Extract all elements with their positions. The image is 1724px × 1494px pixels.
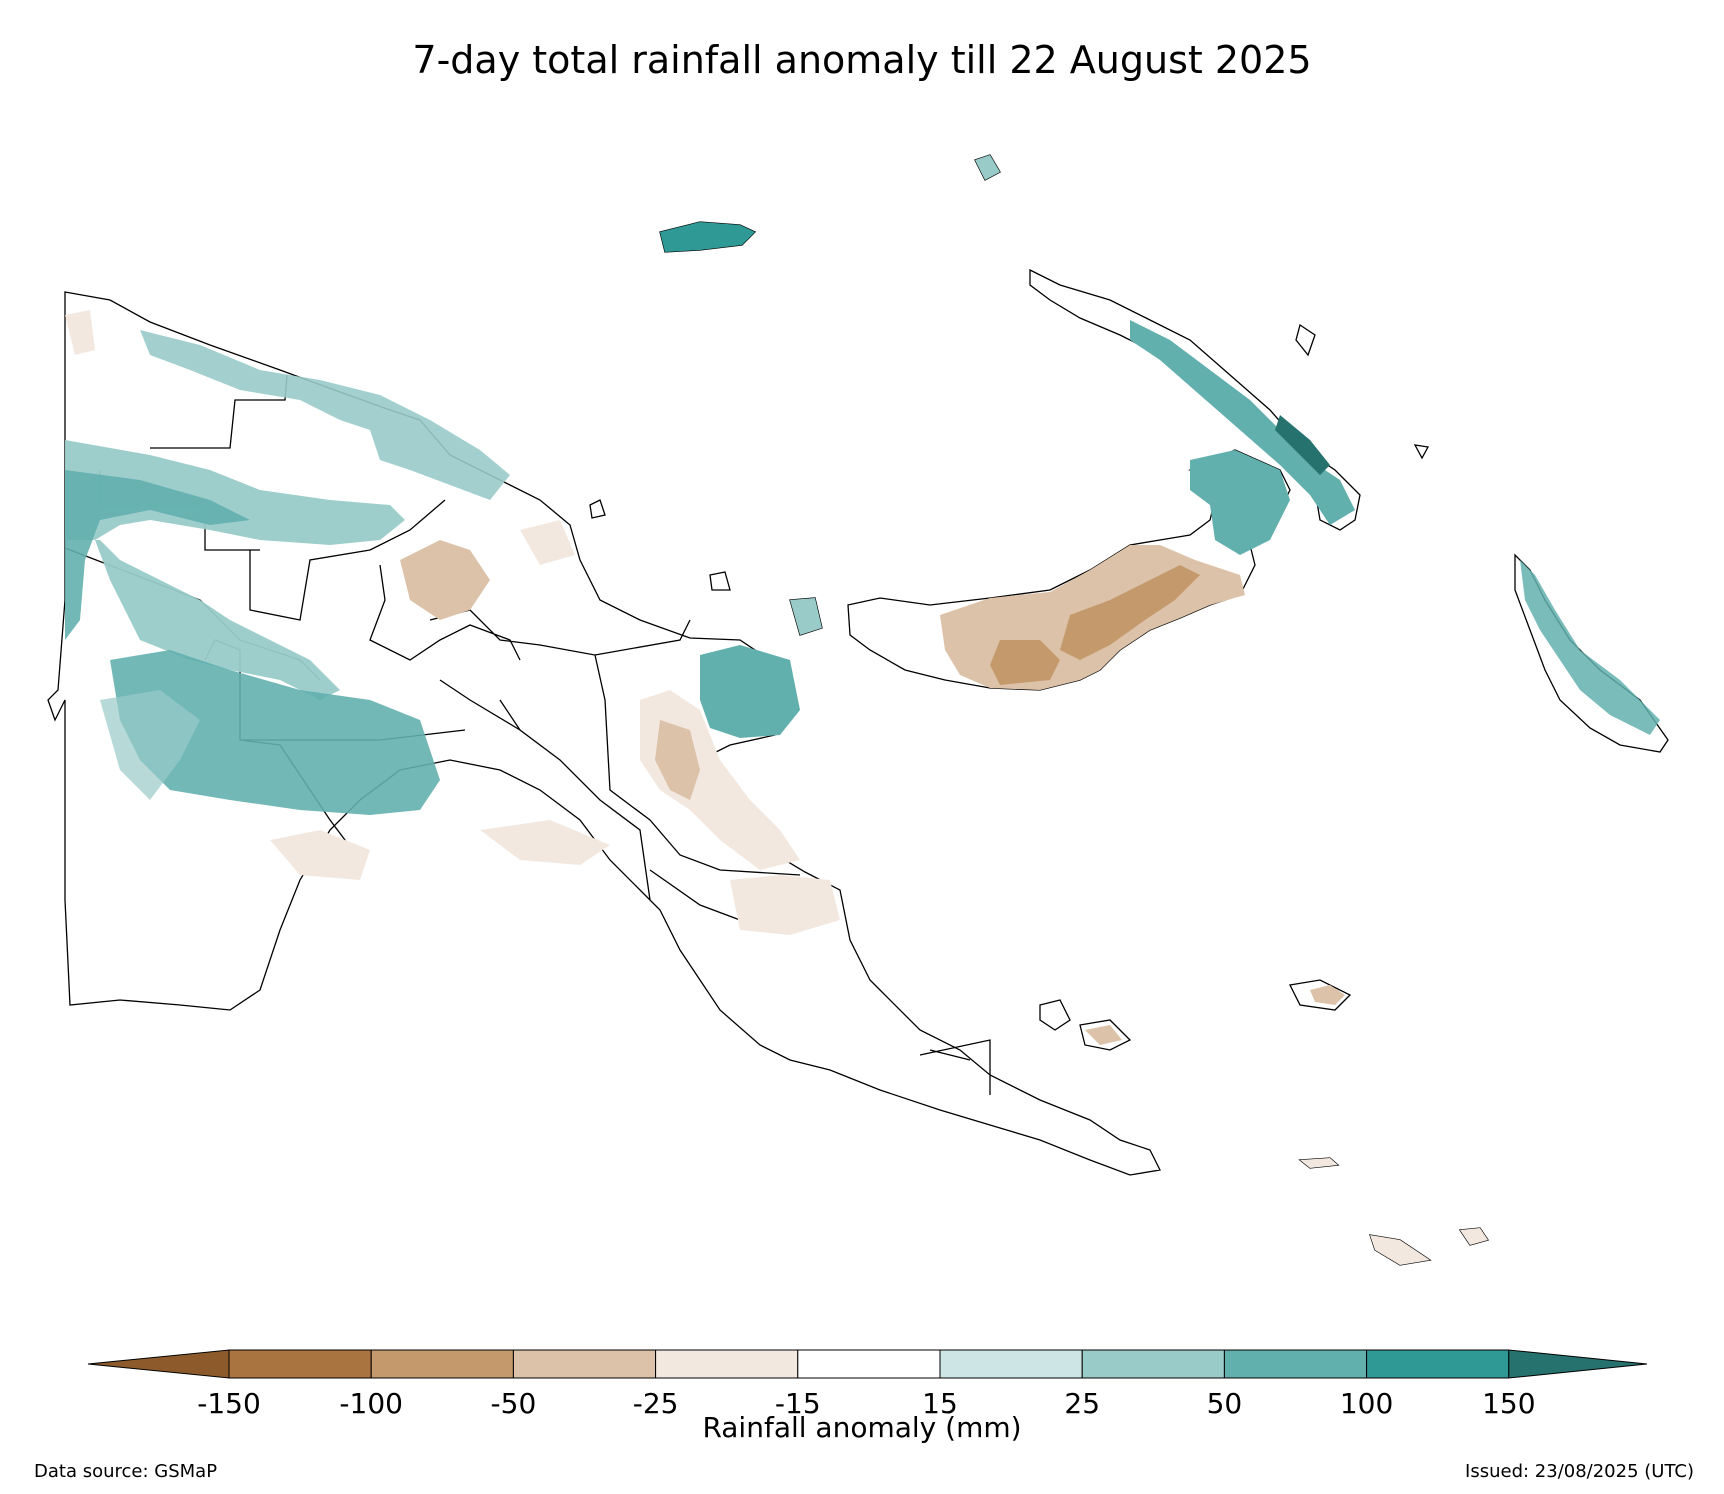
data-source-note: Data source: GSMaP [34,1461,218,1482]
dry-zone-gulf [270,820,610,880]
colorbar-tick-label: -150 [197,1387,261,1420]
wet-zone-mussau [975,155,1000,180]
map-title: 7-day total rainfall anomaly till 22 Aug… [412,38,1312,82]
colorbar-segment [1081,1349,1225,1379]
colorbar-tick-label: -15 [775,1387,821,1420]
colorbar-extend-high [1508,1349,1648,1379]
wet-zone-north-coast [140,330,510,500]
colorbar-segments [87,1349,1648,1379]
colorbar-segment [370,1349,514,1379]
wet-zone-fly [110,650,440,815]
wet-zone-bougainville [1520,560,1660,735]
colorbar: -150 -100 -50 -25 -15 15 25 50 100 150 [87,1349,1648,1420]
dry-zone-south-new-britain [990,640,1060,685]
colorbar-ticks: -150 -100 -50 -25 -15 15 25 50 100 150 [197,1387,1535,1420]
anomaly-shading [65,155,1660,1265]
wet-zone-madang [700,645,800,738]
colorbar-tick-label: -50 [491,1387,537,1420]
new-ireland-outline [1029,268,1361,531]
wet-zone-manus [660,222,755,252]
colorbar-tick-label: 100 [1340,1387,1393,1420]
dry-zone-central-new-britain [1060,565,1200,660]
wet-zone-western [65,470,250,640]
wet-zone-east-new-britain [1190,450,1290,555]
colorbar-tick-label: 50 [1207,1387,1243,1420]
colorbar-segment [939,1349,1083,1379]
wet-zone-new-ireland-dark [1275,415,1330,475]
issued-date-note: Issued: 23/08/2025 (UTC) [1465,1461,1694,1482]
dry-zone-morobe-inner [655,720,700,800]
rainfall-map [47,154,1669,1266]
colorbar-segment [655,1349,799,1379]
wet-zone-new-ireland [1130,320,1355,525]
dry-zone-islands [1085,985,1345,1045]
colorbar-tick-label: 150 [1482,1387,1535,1420]
colorbar-segment [512,1349,657,1379]
colorbar-tick-label: 15 [922,1387,958,1420]
colorbar-segment [228,1349,372,1379]
colorbar-tick-label: -100 [339,1387,403,1420]
dry-zone-oro [730,875,840,935]
colorbar-label: Rainfall anomaly (mm) [702,1411,1022,1444]
colorbar-segment [797,1349,941,1379]
colorbar-extend-low [87,1349,230,1379]
dry-zone-central-highlands [400,540,490,620]
wet-zone-fly-light [100,690,200,800]
colorbar-tick-label: -25 [633,1387,679,1420]
wet-zone-umboi [790,598,822,635]
colorbar-segment [1366,1349,1510,1379]
mainland-outline [47,291,1161,1176]
colorbar-segment [1223,1349,1368,1379]
colorbar-tick-label: 25 [1064,1387,1100,1420]
